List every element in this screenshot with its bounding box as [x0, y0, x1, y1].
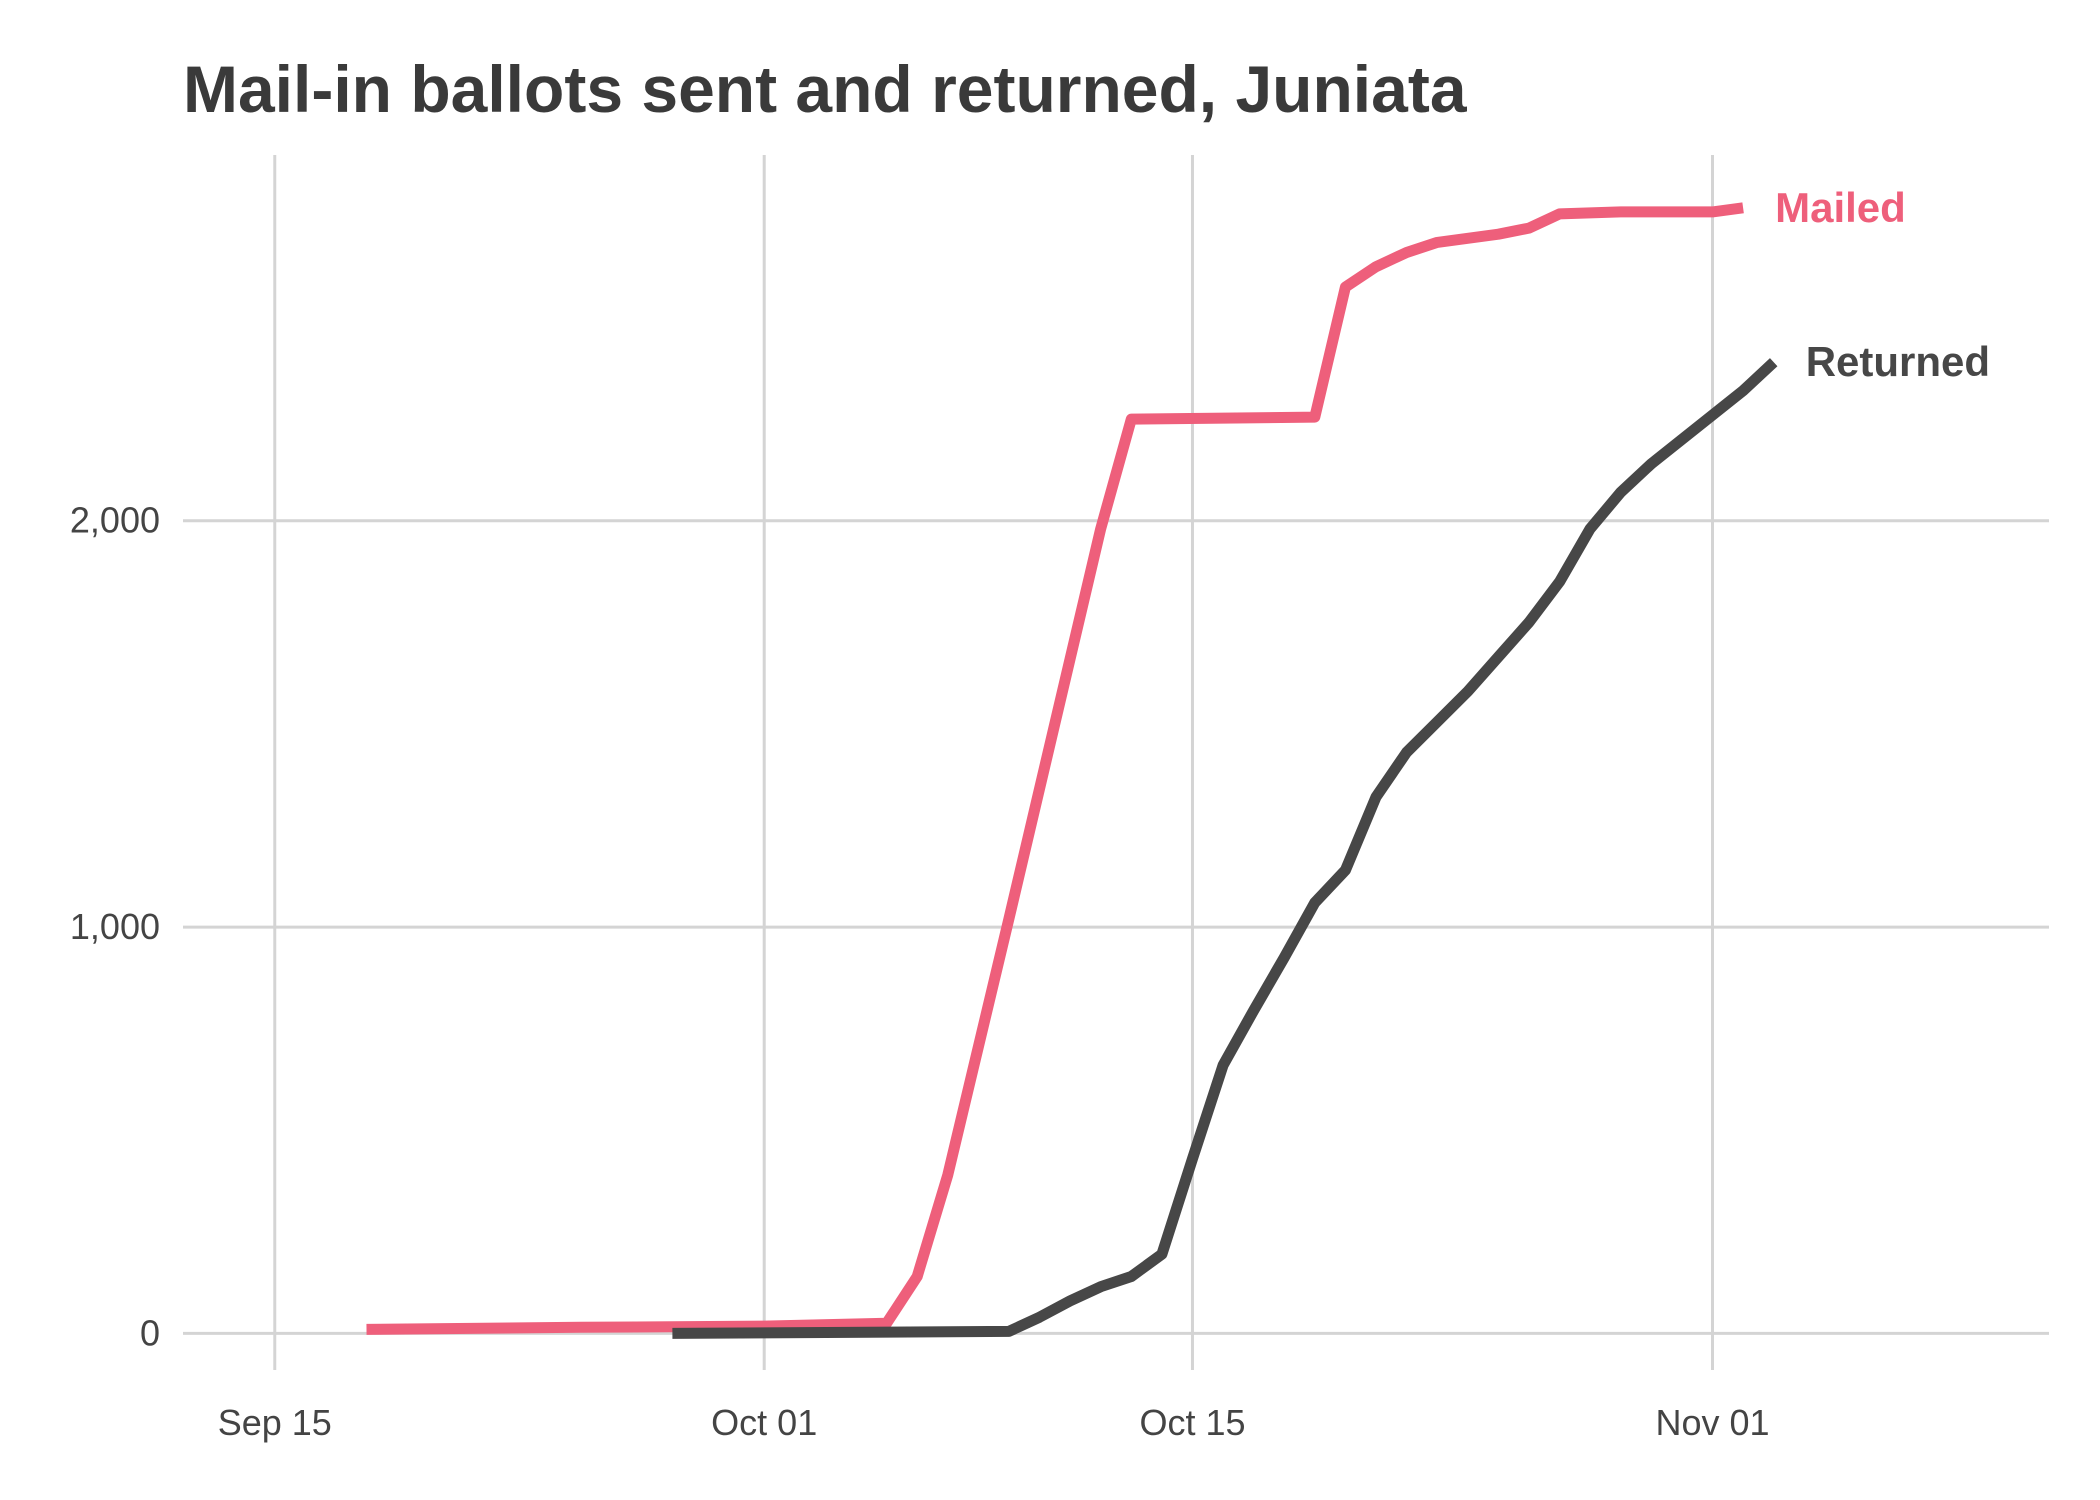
series-label-mailed: Mailed [1775, 184, 1906, 231]
y-axis-ticks: 0 1,000 2,000 [70, 500, 160, 1354]
y-tick-label: 0 [140, 1312, 160, 1353]
series-label-returned: Returned [1806, 338, 1990, 385]
x-tick-label: Sep 15 [218, 1402, 332, 1443]
grid [183, 155, 2049, 1370]
series-line-mailed [366, 202, 1744, 1335]
series-labels: Mailed Returned [1775, 184, 1990, 385]
x-axis-ticks: Sep 15 Oct 01 Oct 15 Nov 01 [218, 1402, 1770, 1443]
series-lines [366, 202, 1778, 1339]
x-tick-label: Oct 01 [711, 1402, 817, 1443]
chart-title: Mail-in ballots sent and returned, Junia… [183, 52, 1468, 126]
x-tick-label: Nov 01 [1655, 1402, 1769, 1443]
series-line-returned [672, 358, 1778, 1339]
x-tick-label: Oct 15 [1139, 1402, 1245, 1443]
y-tick-label: 2,000 [70, 500, 160, 541]
y-tick-label: 1,000 [70, 906, 160, 947]
